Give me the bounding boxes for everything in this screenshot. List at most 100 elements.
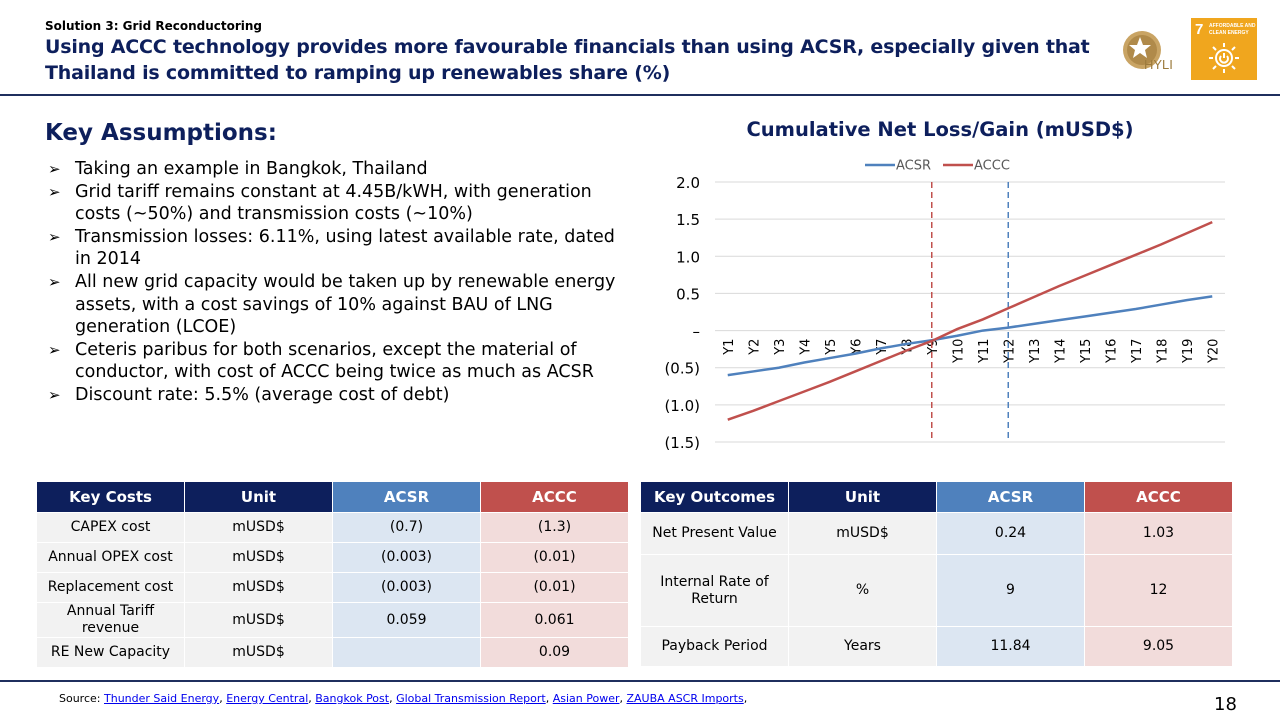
cell: 9.05 bbox=[1084, 626, 1233, 667]
title-divider bbox=[0, 94, 1280, 96]
cell: (0.003) bbox=[332, 572, 481, 603]
table-header-row: Key Outcomes Unit ACSR ACCC bbox=[640, 481, 1233, 513]
source-link[interactable]: Global Transmission Report bbox=[396, 692, 546, 705]
assumption-item: ➢ Grid tariff remains constant at 4.45B/k… bbox=[48, 181, 592, 225]
table-row: Annual Tariff revenue mUSD$ 0.059 0.061 bbox=[36, 602, 629, 638]
cell: mUSD$ bbox=[184, 602, 333, 638]
arrow-bullet-icon: ➢ bbox=[48, 182, 61, 201]
col-header: Key Outcomes bbox=[640, 481, 789, 513]
source-link[interactable]: ZAUBA ASCR Imports bbox=[626, 692, 744, 705]
cell: (1.3) bbox=[480, 512, 629, 543]
source-link[interactable]: Bangkok Post bbox=[315, 692, 390, 705]
source-line: Source: Thunder Said Energy, Energy Cent… bbox=[59, 692, 748, 705]
table-row: Net Present Value mUSD$ 0.24 1.03 bbox=[640, 512, 1233, 555]
cell: Annual OPEX cost bbox=[36, 542, 185, 573]
assumption-item: ➢ Ceteris paribus for both scenarios, exc… bbox=[48, 339, 594, 383]
cell: 0.059 bbox=[332, 602, 481, 638]
x-tick-label: Y4 bbox=[798, 339, 813, 356]
source-label: Source: bbox=[59, 692, 101, 705]
cell: 0.061 bbox=[480, 602, 629, 638]
arrow-bullet-icon: ➢ bbox=[48, 227, 61, 246]
x-tick-label: Y18 bbox=[1155, 339, 1170, 364]
cell: 0.09 bbox=[480, 637, 629, 668]
table-header-row: Key Costs Unit ACSR ACCC bbox=[36, 481, 629, 513]
y-tick-label: (1.5) bbox=[664, 434, 700, 452]
cell: Years bbox=[788, 626, 937, 667]
x-tick-label: Y19 bbox=[1181, 339, 1196, 364]
col-header: ACCC bbox=[1084, 481, 1233, 513]
y-tick-label: – bbox=[693, 323, 701, 341]
cell: (0.01) bbox=[480, 572, 629, 603]
x-tick-label: Y5 bbox=[824, 339, 839, 356]
y-tick-label: 1.0 bbox=[676, 248, 700, 266]
slide-subtitle: Solution 3: Grid Reconductoring bbox=[45, 19, 263, 33]
x-tick-label: Y12 bbox=[1002, 339, 1017, 364]
key-costs-table: Key Costs Unit ACSR ACCC CAPEX cost mUSD… bbox=[36, 481, 629, 668]
col-header: ACCC bbox=[480, 481, 629, 513]
col-header: ACSR bbox=[332, 481, 481, 513]
source-link[interactable]: Asian Power bbox=[552, 692, 620, 705]
hyli-logo: HYLI bbox=[1123, 31, 1173, 72]
col-header: Unit bbox=[184, 481, 333, 513]
cell: mUSD$ bbox=[184, 542, 333, 573]
table-row: RE New Capacity mUSD$ 0.09 bbox=[36, 637, 629, 668]
x-tick-label: Y1 bbox=[722, 339, 737, 356]
table-row: Replacement cost mUSD$ (0.003) (0.01) bbox=[36, 572, 629, 603]
y-tick-label: (1.0) bbox=[664, 397, 700, 415]
chart-title: Cumulative Net Loss/Gain (mUSD$) bbox=[746, 118, 1134, 141]
cell: Internal Rate of Return bbox=[640, 554, 789, 627]
footer-divider bbox=[0, 680, 1280, 682]
table-row: Payback Period Years 11.84 9.05 bbox=[640, 626, 1233, 667]
cell: mUSD$ bbox=[184, 637, 333, 668]
cell: 12 bbox=[1084, 554, 1233, 627]
series-line bbox=[727, 220, 1213, 421]
key-outcomes-table: Key Outcomes Unit ACSR ACCC Net Present … bbox=[640, 481, 1233, 667]
cell: Payback Period bbox=[640, 626, 789, 667]
net-gain-line-chart: 2.01.51.00.5–(0.5)(1.0)(1.5)Y1 Y2 Y3 Y4 Y5 Y6… bbox=[664, 159, 1225, 452]
y-tick-label: (0.5) bbox=[664, 360, 700, 378]
sdg7-badge: 7 AFFORDABLE AND CLEAN ENERGY bbox=[1191, 18, 1257, 80]
cell: 0.24 bbox=[936, 512, 1085, 555]
assumption-item: ➢ Taking an example in Bangkok, Thailand bbox=[48, 159, 428, 179]
sdg-number: 7 bbox=[1195, 21, 1203, 38]
x-tick-label: Y15 bbox=[1079, 339, 1094, 364]
y-tick-label: 1.5 bbox=[676, 211, 700, 229]
assumptions-heading: Key Assumptions: bbox=[45, 120, 277, 146]
x-tick-label: Y10 bbox=[951, 339, 966, 364]
sun-icon bbox=[1209, 43, 1239, 73]
svg-text:AFFORDABLE AND: AFFORDABLE AND bbox=[1209, 23, 1256, 29]
cell: RE New Capacity bbox=[36, 637, 185, 668]
x-tick-label: Y13 bbox=[1028, 339, 1043, 364]
assumptions-list: ➢ Taking an example in Bangkok, Thailand … bbox=[48, 158, 628, 407]
col-header: ACSR bbox=[936, 481, 1085, 513]
cell: mUSD$ bbox=[184, 512, 333, 543]
x-tick-label: Y2 bbox=[747, 339, 762, 356]
page-number: 18 bbox=[1214, 694, 1237, 715]
y-tick-label: 0.5 bbox=[676, 285, 700, 303]
arrow-bullet-icon: ➢ bbox=[48, 385, 61, 404]
source-link[interactable]: Thunder Said Energy bbox=[104, 692, 220, 705]
cell: (0.7) bbox=[332, 512, 481, 543]
x-tick-label: Y17 bbox=[1130, 339, 1145, 364]
cell: CAPEX cost bbox=[36, 512, 185, 543]
cell: (0.01) bbox=[480, 542, 629, 573]
cell bbox=[332, 637, 481, 668]
slide-title: Using ACCC technology provides more favo… bbox=[45, 36, 1090, 84]
assumption-item: ➢ Transmission losses: 6.11%, using lates… bbox=[48, 226, 615, 270]
y-tick-label: 2.0 bbox=[676, 174, 700, 192]
cell: % bbox=[788, 554, 937, 627]
table-row: Annual OPEX cost mUSD$ (0.003) (0.01) bbox=[36, 542, 629, 573]
arrow-bullet-icon: ➢ bbox=[48, 160, 61, 178]
source-link[interactable]: Energy Central bbox=[226, 692, 309, 705]
cell: Net Present Value bbox=[640, 512, 789, 555]
x-tick-label: Y20 bbox=[1206, 339, 1221, 364]
table-row: Internal Rate of Return % 9 12 bbox=[640, 554, 1233, 627]
cell: Annual Tariff revenue bbox=[36, 602, 185, 638]
arrow-bullet-icon: ➢ bbox=[48, 272, 61, 291]
cell: 9 bbox=[936, 554, 1085, 627]
cell: mUSD$ bbox=[184, 572, 333, 603]
cell: 11.84 bbox=[936, 626, 1085, 667]
cell: 1.03 bbox=[1084, 512, 1233, 555]
assumption-item: ➢ All new grid capacity would be taken up… bbox=[48, 271, 616, 338]
power-icon bbox=[1219, 53, 1229, 64]
